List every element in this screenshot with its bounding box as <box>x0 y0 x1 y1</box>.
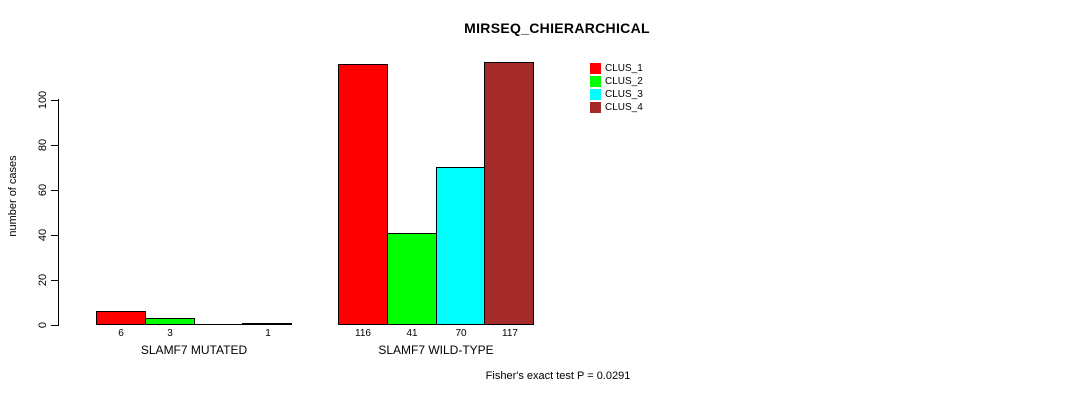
x-category-label-slamf7-wild-type: SLAMF7 WILD-TYPE <box>378 343 494 357</box>
bar-value-label: 70 <box>455 328 467 339</box>
y-tick-label: 80 <box>37 138 49 152</box>
bar-value-label: 3 <box>167 328 173 339</box>
legend-item-clus_4: CLUS_4 <box>590 101 643 114</box>
legend-swatch-icon <box>590 76 601 87</box>
bar-clus_2-slamf7-mutated <box>145 318 195 325</box>
legend-label: CLUS_4 <box>605 102 643 113</box>
y-tick-label: 100 <box>37 90 49 110</box>
annotation-fisher-test: Fisher's exact test P = 0.0291 <box>485 370 631 382</box>
legend-item-clus_1: CLUS_1 <box>590 62 643 75</box>
legend-swatch-icon <box>590 102 601 113</box>
legend: CLUS_1 CLUS_2 CLUS_3 CLUS_4 <box>590 62 643 114</box>
bar-clus_1-slamf7-wild-type <box>338 64 388 325</box>
bar-value-label: 41 <box>406 328 418 339</box>
bar-clus_4-slamf7-mutated <box>242 323 292 325</box>
y-axis-label: number of cases <box>7 155 19 237</box>
y-axis-tick <box>51 100 58 101</box>
y-axis-tick <box>51 325 58 326</box>
legend-label: CLUS_1 <box>605 63 643 74</box>
y-axis-tick <box>51 145 58 146</box>
bar-value-label: 1 <box>265 328 271 339</box>
bar-clus_4-slamf7-wild-type <box>484 62 534 325</box>
bar-clus_1-slamf7-mutated <box>96 311 146 325</box>
bar-value-label: 116 <box>355 328 371 339</box>
bar-clus_2-slamf7-wild-type <box>387 233 437 325</box>
legend-label: CLUS_2 <box>605 76 643 87</box>
y-axis-tick <box>51 190 58 191</box>
y-axis-tick <box>51 235 58 236</box>
y-tick-label: 0 <box>37 321 49 329</box>
x-category-label-slamf7-mutated: SLAMF7 MUTATED <box>140 343 248 357</box>
bar-clus_3-slamf7-wild-type <box>436 167 486 325</box>
y-axis-tick <box>51 280 58 281</box>
legend-swatch-icon <box>590 63 601 74</box>
y-axis-line <box>58 99 59 326</box>
legend-item-clus_3: CLUS_3 <box>590 88 643 101</box>
y-tick-label: 40 <box>37 228 49 242</box>
legend-swatch-icon <box>590 89 601 100</box>
bar-clus_3-slamf7-mutated <box>194 324 244 325</box>
bar-value-label: 6 <box>118 328 124 339</box>
legend-label: CLUS_3 <box>605 89 643 100</box>
legend-item-clus_2: CLUS_2 <box>590 75 643 88</box>
chart-title: MIRSEQ_CHIERARCHICAL <box>464 20 650 36</box>
y-tick-label: 60 <box>37 183 49 197</box>
y-tick-label: 20 <box>37 273 49 287</box>
bar-value-label: 117 <box>502 328 518 339</box>
